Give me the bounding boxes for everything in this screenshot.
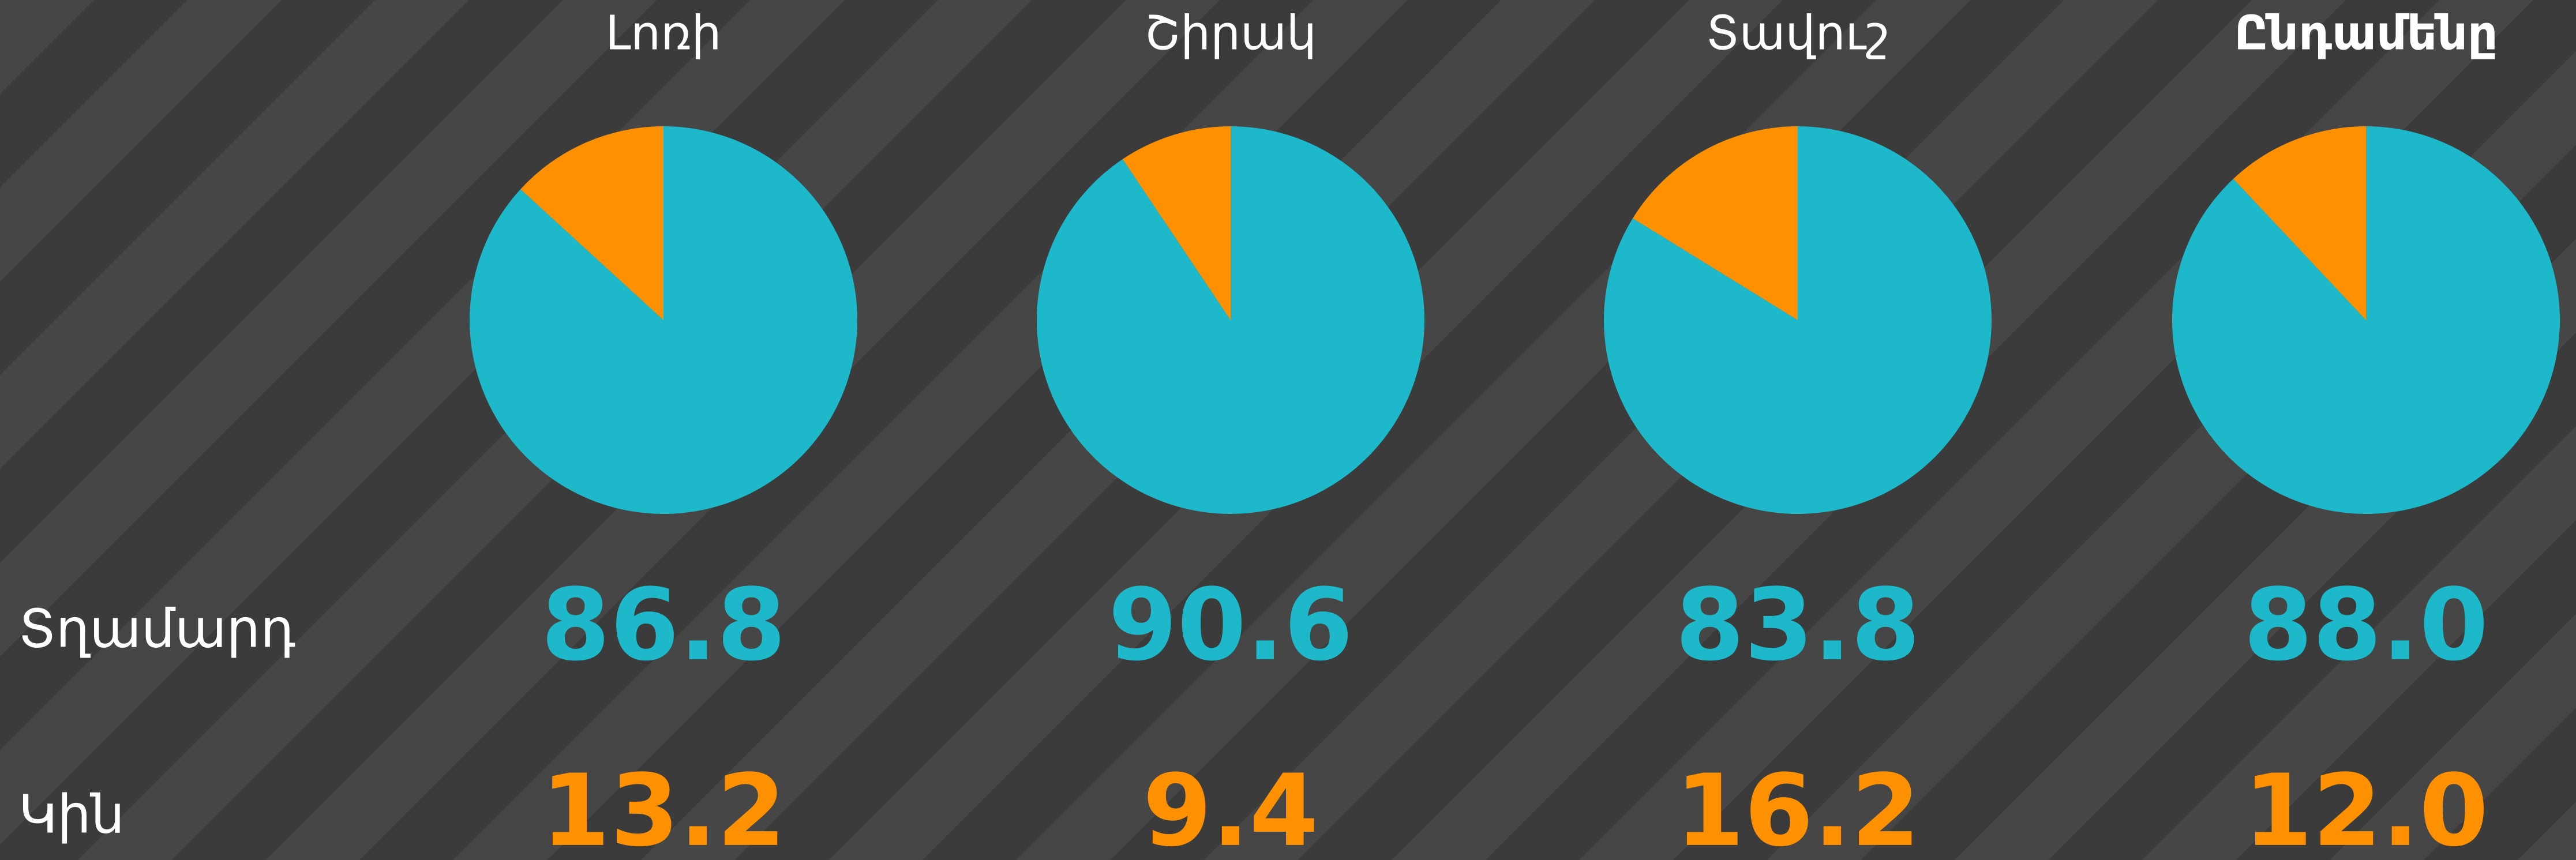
pie-title: Շիրակ — [1145, 6, 1317, 61]
value-label: 86.8 — [541, 567, 786, 683]
value-label: 88.0 — [2244, 567, 2488, 683]
value-label: 90.6 — [1108, 567, 1353, 683]
value-label: 9.4 — [1143, 753, 1319, 860]
value-label: 83.8 — [1675, 567, 1920, 683]
value-label: 12.0 — [2244, 753, 2488, 860]
value-label: 16.2 — [1675, 753, 1920, 860]
row-label: Տղամարդ — [18, 598, 295, 659]
value-label: 13.2 — [541, 753, 786, 860]
pie-slice — [1633, 126, 1798, 320]
pie-title: Ընդամենը — [2234, 6, 2498, 61]
pie-slice — [520, 126, 663, 320]
pie-title: Լոռի — [606, 6, 722, 61]
row-label: Կին — [18, 783, 125, 845]
pie-slice — [2233, 126, 2366, 320]
pie-slice — [1122, 126, 1231, 320]
pie-title: Տավուշ — [1706, 6, 1889, 61]
